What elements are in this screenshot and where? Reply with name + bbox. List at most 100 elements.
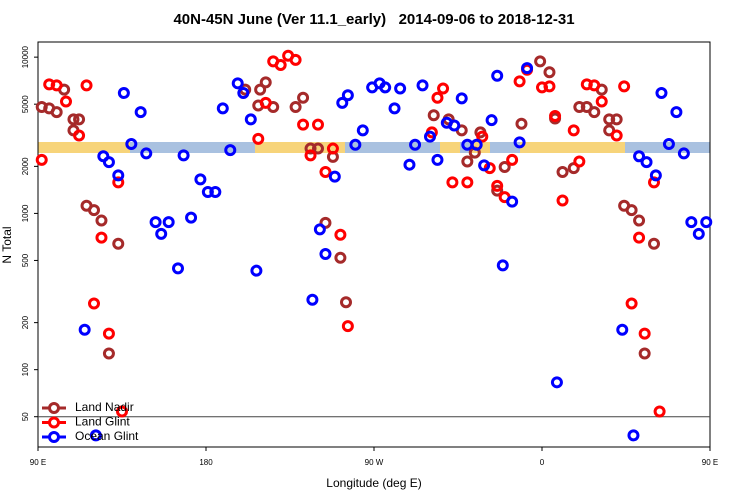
data-point — [379, 81, 392, 94]
data-point — [313, 223, 326, 236]
land-band — [255, 142, 345, 153]
data-point — [476, 130, 489, 143]
data-point — [638, 327, 651, 340]
data-point — [424, 130, 436, 143]
data-point — [201, 186, 214, 199]
data-point — [349, 138, 362, 151]
data-point — [455, 92, 468, 105]
data-point — [125, 138, 138, 151]
data-point — [388, 102, 401, 115]
data-point — [336, 96, 349, 109]
data-point — [102, 327, 115, 340]
data-point — [95, 214, 108, 227]
data-point — [603, 113, 616, 126]
data-point — [491, 69, 504, 82]
data-point — [172, 262, 184, 275]
data-point — [259, 96, 272, 109]
data-point — [491, 184, 504, 197]
data-point — [627, 429, 640, 442]
data-point — [403, 158, 416, 171]
data-point — [67, 113, 80, 126]
data-point — [550, 376, 563, 389]
data-point — [618, 80, 631, 93]
data-point — [254, 83, 267, 96]
data-point — [588, 106, 601, 119]
data-point — [409, 138, 422, 151]
data-point — [573, 155, 586, 168]
x-axis-label: Longitude (deg E) — [326, 476, 421, 490]
data-point — [319, 247, 332, 260]
data-point — [506, 195, 519, 208]
data-point — [326, 142, 339, 155]
data-point — [149, 216, 162, 229]
data-point — [556, 194, 569, 207]
data-point — [112, 176, 125, 189]
data-point — [700, 216, 713, 229]
data-point — [610, 129, 623, 142]
data-point — [446, 176, 459, 189]
data-point — [633, 231, 646, 244]
legend-label: Ocean Glint — [75, 429, 139, 443]
data-point — [177, 149, 190, 162]
data-point — [448, 119, 461, 132]
data-point — [289, 100, 302, 113]
data-point — [252, 132, 265, 145]
data-point — [334, 251, 347, 264]
data-point — [534, 55, 547, 68]
data-point — [60, 95, 72, 108]
data-point — [185, 211, 198, 224]
data-point — [638, 347, 651, 360]
data-point — [640, 156, 653, 169]
data-point — [88, 204, 100, 217]
x-tick-label: 90 W — [365, 458, 384, 467]
data-point — [461, 176, 474, 189]
data-point — [478, 159, 491, 172]
data-point — [341, 320, 354, 333]
data-point — [237, 86, 250, 99]
chart-title: 40N-45N June (Ver 11.1_early) 2014-09-06… — [173, 11, 574, 28]
data-point — [595, 95, 608, 108]
data-point — [649, 169, 662, 182]
data-point — [588, 79, 601, 92]
data-point — [334, 228, 347, 241]
plot-frame — [37, 41, 711, 448]
data-point — [470, 138, 483, 151]
y-tick-label: 500 — [21, 253, 30, 267]
data-point — [231, 77, 244, 90]
data-point — [88, 297, 100, 310]
data-point — [648, 237, 660, 250]
data-point — [194, 173, 207, 186]
x-tick-label: 0 — [540, 458, 545, 467]
data-point — [78, 323, 91, 336]
data-point — [549, 110, 562, 123]
data-point — [259, 76, 272, 89]
data-point — [655, 86, 668, 99]
y-tick-label: 200 — [21, 315, 30, 329]
data-point — [513, 75, 526, 88]
data-point — [543, 66, 556, 79]
data-point — [134, 106, 147, 119]
data-point — [289, 53, 302, 66]
y-tick-label: 100 — [21, 362, 30, 376]
data-point — [216, 102, 229, 115]
data-point — [521, 62, 534, 75]
data-point — [306, 293, 319, 306]
data-point — [304, 142, 317, 155]
data-point — [117, 86, 130, 99]
data-point — [431, 91, 444, 104]
ocean-band — [38, 142, 710, 153]
data-point — [625, 297, 638, 310]
data-point — [356, 124, 369, 137]
data-point — [328, 170, 341, 183]
data-point — [633, 214, 646, 227]
data-point — [341, 89, 354, 102]
data-point — [297, 91, 310, 104]
legend-label: Land Glint — [75, 415, 130, 429]
data-point — [304, 149, 317, 162]
y-tick-label: 5000 — [21, 95, 30, 113]
y-axis-label: N Total — [0, 226, 14, 263]
data-point — [556, 166, 569, 179]
data-point — [515, 117, 528, 130]
x-tick-label: 90 E — [30, 458, 46, 467]
data-point — [319, 166, 332, 179]
